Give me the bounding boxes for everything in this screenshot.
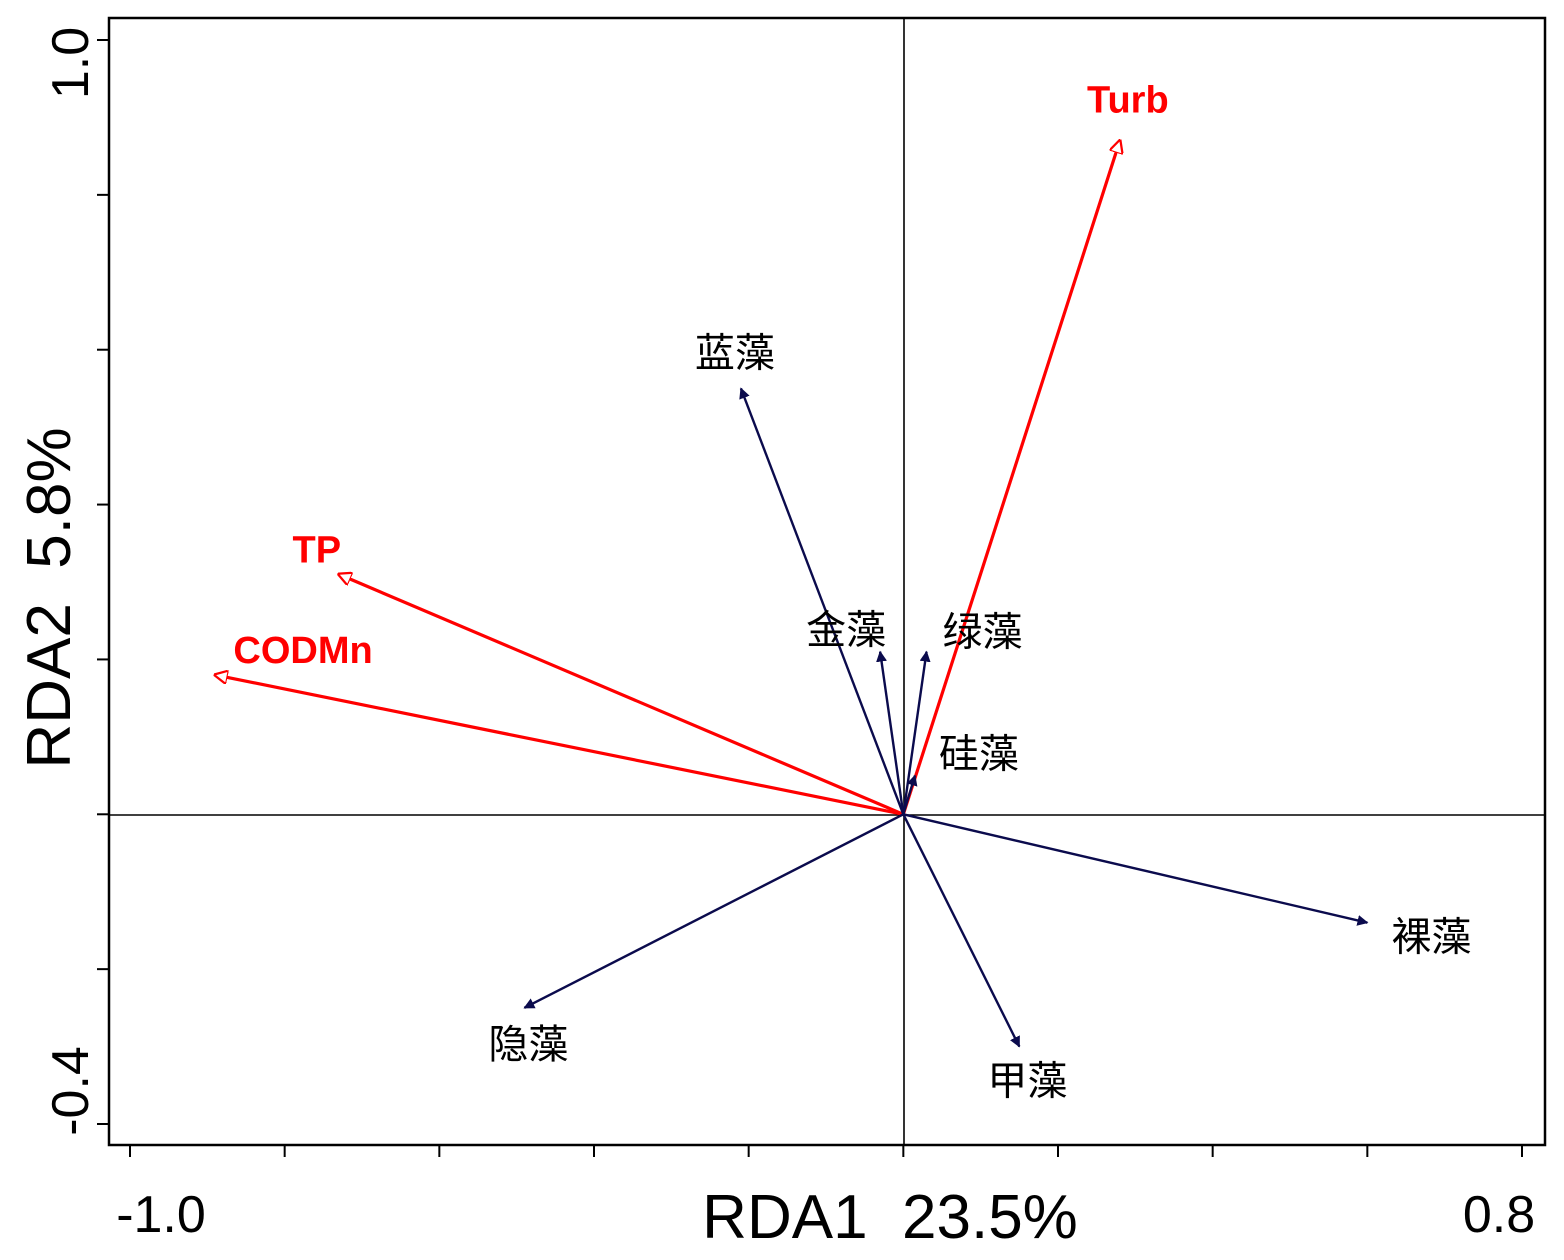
species-label-6: 甲藻	[987, 1059, 1067, 1105]
env-arrow-turb	[903, 141, 1120, 815]
species-arrow-6	[903, 814, 1019, 1046]
species-arrow-0	[741, 388, 903, 814]
env-label-turb: Turb	[1087, 80, 1169, 122]
species-arrow-5	[524, 814, 903, 1008]
species-label-4: 裸藻	[1391, 915, 1471, 961]
plot-frame	[109, 18, 1545, 1145]
species-label-5: 隐藻	[488, 1022, 568, 1068]
species-label-3: 硅藻	[939, 732, 1019, 778]
x-tick-label-min: -1.0	[116, 1186, 206, 1244]
y-tick-label-max: 1.0	[42, 27, 100, 99]
y-axis-ticks	[97, 40, 109, 1124]
env-label-codmn: CODMn	[233, 630, 372, 672]
y-axis-title: RDA2 5.8%	[15, 427, 84, 768]
species-arrow-4	[903, 814, 1367, 922]
x-axis-title: RDA1 23.5%	[702, 1183, 1078, 1252]
species-arrow-2	[903, 652, 926, 815]
environment-vectors: Turb TP CODMn	[215, 80, 1169, 815]
env-label-tp: TP	[293, 529, 342, 571]
env-arrow-codmn	[215, 675, 903, 814]
species-arrow-1	[880, 652, 903, 815]
rda-biplot: -1.0 0.8 1.0 -0.4 RDA1 23.5% RDA2 5.8% T…	[0, 0, 1564, 1260]
species-label-1: 金藻	[806, 608, 886, 654]
y-tick-label-min: -0.4	[42, 1046, 100, 1136]
x-tick-label-max: 0.8	[1463, 1186, 1535, 1244]
species-label-2: 绿藻	[943, 610, 1023, 656]
species-label-0: 蓝藻	[695, 330, 775, 376]
x-axis-ticks	[130, 1145, 1522, 1157]
